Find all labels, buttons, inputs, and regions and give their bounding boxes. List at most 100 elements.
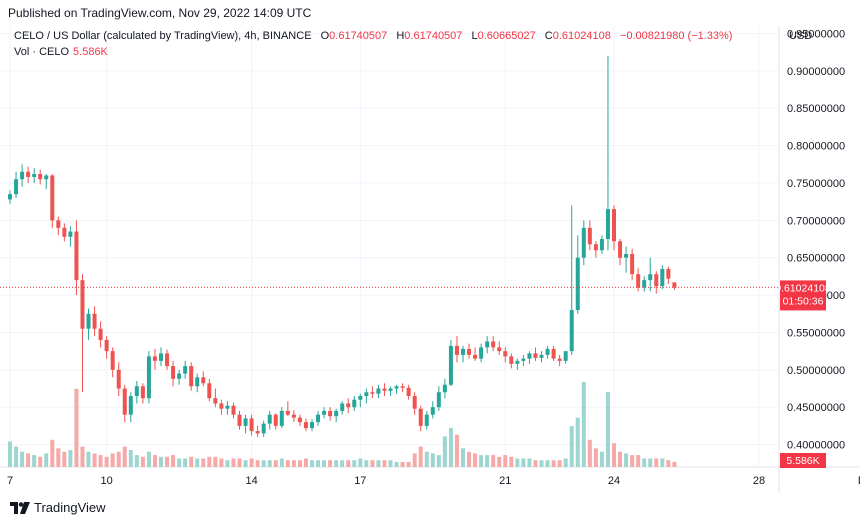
volume-bar	[485, 455, 490, 467]
candle-body	[612, 209, 616, 242]
volume-bar	[237, 458, 242, 467]
volume-bar	[515, 458, 520, 467]
current-price-tag-bg	[780, 280, 826, 311]
price-tick-label: 0.55000000	[787, 327, 845, 339]
candle-body	[636, 274, 641, 288]
candle-body	[8, 194, 12, 200]
candle-body	[171, 366, 176, 379]
candle-body	[207, 383, 212, 399]
volume-bar	[672, 461, 677, 467]
symbol-title[interactable]: CELO / US Dollar (calculated by TradingV…	[14, 30, 312, 42]
candle-body	[146, 356, 151, 399]
volume-bar	[364, 460, 369, 467]
candle-body	[448, 345, 453, 385]
volume-bar	[557, 460, 562, 467]
volume-bar	[491, 455, 496, 467]
candle-body	[316, 414, 321, 423]
candle-body	[569, 310, 574, 352]
volume-bar	[636, 455, 641, 467]
candle-body	[285, 410, 290, 415]
price-tick-label: 0.70000000	[787, 215, 845, 227]
high-label: H	[396, 30, 405, 42]
candle-body	[346, 403, 351, 408]
candle-body	[255, 431, 260, 434]
volume-bar	[165, 456, 170, 467]
volume-bar	[334, 460, 339, 467]
time-tick-label: 10	[101, 475, 113, 487]
volume-bar	[32, 455, 37, 467]
candle-body	[430, 407, 435, 415]
volume-bar	[630, 455, 635, 467]
candle-body	[605, 209, 610, 240]
volume-label[interactable]: Vol · CELO	[14, 46, 70, 58]
volume-bar	[442, 436, 447, 467]
chart-area[interactable]: 0.95000000 0.90000000 0.85000000 0.80000000…	[0, 26, 860, 493]
candle-body	[521, 358, 526, 361]
candle-body	[406, 387, 411, 396]
open-label: O	[320, 30, 330, 42]
volume-bar	[503, 455, 508, 467]
countdown-value: 01:50:36	[783, 295, 824, 307]
volume-bar	[430, 453, 435, 467]
candle-body	[104, 339, 109, 352]
volume-bar	[273, 460, 278, 467]
candle-body	[201, 377, 206, 384]
candle-body	[473, 354, 478, 359]
volume-bar	[219, 458, 224, 467]
volume-bars	[8, 382, 677, 467]
volume-bar	[104, 456, 109, 467]
candle-body	[128, 395, 133, 415]
candle-body	[261, 423, 266, 434]
volume-bar	[189, 456, 194, 467]
volume-bar	[654, 458, 659, 467]
candle-body	[648, 274, 653, 281]
candle-body	[110, 351, 115, 370]
grid-lines	[0, 26, 779, 467]
volume-bar	[44, 453, 49, 467]
volume-bar	[116, 451, 121, 467]
volume-bar	[56, 448, 61, 467]
candle-body	[551, 348, 556, 359]
published-caption: Published on TradingView.com, Nov 29, 20…	[8, 6, 312, 20]
time-tick-label: 7	[7, 475, 13, 487]
volume-bar	[660, 458, 665, 467]
volume-bar	[92, 453, 97, 467]
candle-body	[44, 175, 49, 180]
volume-bar	[509, 456, 514, 467]
volume-bar	[436, 455, 441, 467]
volume-bar	[575, 417, 580, 467]
volume-bar	[122, 446, 127, 467]
candle-body	[237, 414, 242, 426]
candle-body	[485, 341, 490, 348]
candle-body	[436, 392, 441, 408]
candle-body	[134, 386, 139, 396]
currency-label[interactable]: USD	[789, 30, 813, 42]
candle-body	[442, 384, 447, 393]
volume-bar	[376, 460, 381, 467]
volume-bar	[110, 453, 115, 467]
volume-bar	[26, 453, 31, 467]
candle-body	[412, 395, 417, 409]
open-value: 0.61740507	[329, 30, 388, 42]
candle-body	[545, 348, 550, 355]
candle-body	[660, 268, 665, 287]
candle-body	[400, 386, 405, 388]
candle-body	[666, 268, 671, 279]
candle-body	[303, 422, 308, 429]
volume-bar	[382, 460, 387, 467]
candle-body	[364, 392, 369, 396]
candle-body	[624, 253, 629, 258]
volume-bar	[291, 460, 296, 467]
volume-bar	[243, 460, 248, 467]
tradingview-brand[interactable]: TradingView	[10, 500, 106, 515]
volume-bar	[267, 460, 272, 467]
volume-bar	[74, 388, 79, 467]
volume-bar	[539, 460, 544, 467]
volume-bar	[68, 450, 73, 467]
candle-body	[322, 410, 327, 415]
current-price-tag: 0.61024108 01:50:36	[775, 280, 831, 311]
volume-bar	[412, 453, 417, 467]
volume-bar	[171, 455, 176, 467]
time-tick-label: 28	[753, 475, 765, 487]
volume-bar	[20, 451, 25, 467]
